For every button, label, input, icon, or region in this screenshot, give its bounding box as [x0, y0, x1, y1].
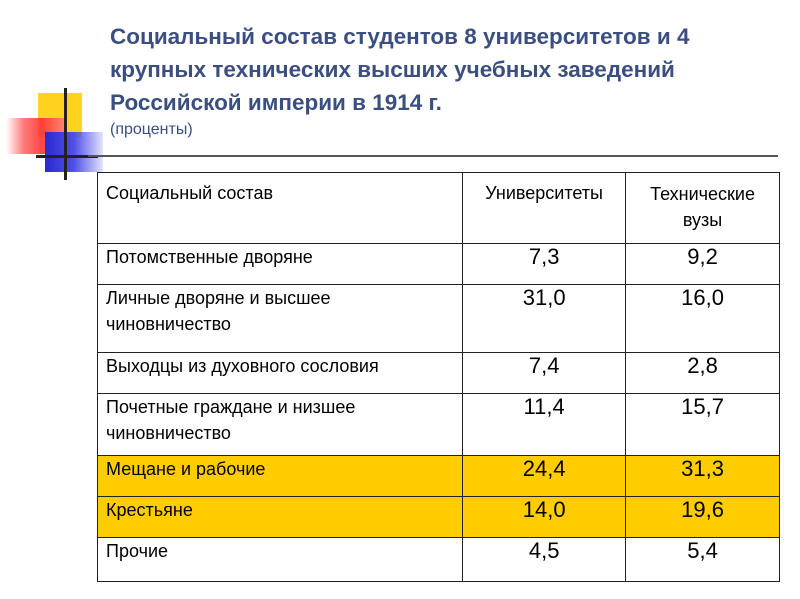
- table-row: Прочие 4,5 5,4: [96, 537, 780, 582]
- slide-title: Социальный состав студентов 8 университе…: [110, 24, 690, 115]
- row-label: Крестьяне: [96, 496, 464, 538]
- row-label: Потомственные дворяне: [96, 243, 464, 285]
- table-header-row: Социальный состав Университеты Техническ…: [96, 172, 780, 244]
- row-technical-value: 19,6: [625, 496, 780, 538]
- title-underline: [88, 155, 778, 157]
- table-row: Потомственные дворяне 7,3 9,2: [96, 243, 780, 285]
- decor-blue-square: [45, 132, 103, 172]
- slide-subtitle: (проценты): [110, 121, 193, 138]
- row-technical-value: 31,3: [625, 455, 780, 497]
- social-composition-table: Социальный состав Университеты Техническ…: [96, 172, 780, 582]
- table-row-highlighted: Мещане и рабочие 24,4 31,3: [96, 455, 780, 497]
- row-label: Почетные граждане и низшее чиновничество: [96, 393, 464, 456]
- header-technical: Технические вузы: [625, 172, 780, 244]
- row-universities-value: 4,5: [462, 537, 627, 582]
- row-universities-value: 7,3: [462, 243, 627, 285]
- row-universities-value: 31,0: [462, 284, 627, 353]
- table-row: Личные дворяне и высшее чиновничество 31…: [96, 284, 780, 353]
- row-technical-value: 15,7: [625, 393, 780, 456]
- header-universities: Университеты: [462, 172, 627, 244]
- row-label: Выходцы из духовного сословия: [96, 352, 464, 394]
- row-universities-value: 7,4: [462, 352, 627, 394]
- decor-vertical-line: [64, 88, 67, 180]
- row-universities-value: 11,4: [462, 393, 627, 456]
- row-technical-value: 2,8: [625, 352, 780, 394]
- table-row-highlighted: Крестьяне 14,0 19,6: [96, 496, 780, 538]
- table-row: Почетные граждане и низшее чиновничество…: [96, 393, 780, 456]
- row-universities-value: 14,0: [462, 496, 627, 538]
- row-technical-value: 9,2: [625, 243, 780, 285]
- table-row: Выходцы из духовного сословия 7,4 2,8: [96, 352, 780, 394]
- decor-horizontal-line: [36, 155, 98, 158]
- row-label: Личные дворяне и высшее чиновничество: [96, 284, 464, 353]
- row-label: Мещане и рабочие: [96, 455, 464, 497]
- header-social-composition: Социальный состав: [96, 172, 464, 244]
- row-technical-value: 5,4: [625, 537, 780, 582]
- row-label: Прочие: [96, 537, 464, 582]
- row-technical-value: 16,0: [625, 284, 780, 353]
- row-universities-value: 24,4: [462, 455, 627, 497]
